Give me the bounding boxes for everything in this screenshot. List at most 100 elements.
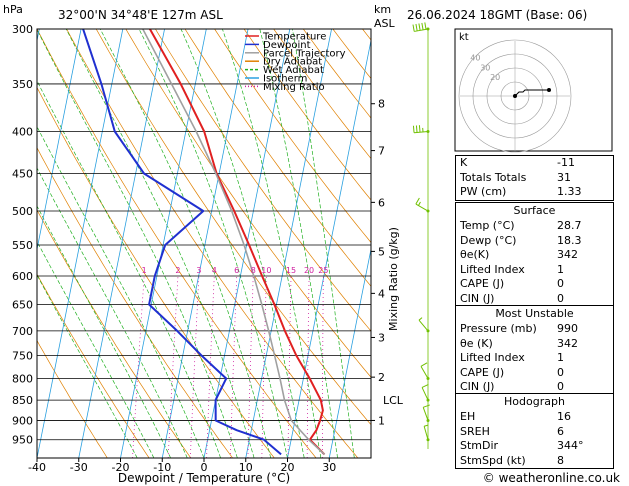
dry-adiabat-line bbox=[214, 29, 371, 244]
pressure-tick-label: 850 bbox=[12, 394, 33, 407]
dry-adiabat-line bbox=[273, 29, 371, 160]
temperature-tick-label: 10 bbox=[239, 461, 253, 474]
pressure-tick-label: 450 bbox=[12, 167, 33, 180]
temperature-tick-label: -40 bbox=[28, 461, 46, 474]
surface-cape-value: 0 bbox=[557, 277, 564, 291]
wet-adiabat-line bbox=[292, 29, 355, 458]
isotherm-line bbox=[37, 29, 82, 252]
dry-adiabat-line bbox=[184, 29, 371, 287]
isotherm-line bbox=[78, 29, 165, 458]
wind-barb-half bbox=[418, 317, 423, 321]
mixing-ratio-line bbox=[287, 275, 292, 458]
sreh-value: 6 bbox=[557, 424, 564, 438]
km-tick-label: 3 bbox=[378, 331, 385, 344]
mu-theta-label: θe (K) bbox=[460, 336, 493, 350]
eh-value: 16 bbox=[557, 410, 571, 423]
temperature-axis: -40 -30 -20 -10 0 10 20 30 bbox=[28, 458, 336, 474]
hodograph-ring-label: 30 bbox=[480, 63, 490, 72]
pressure-tick-label: 800 bbox=[12, 372, 33, 385]
dry-adiabat-line bbox=[243, 29, 371, 201]
wind-barb-dot bbox=[426, 438, 430, 442]
pressure-tick-label: 950 bbox=[12, 434, 33, 447]
temperature-tick-label: 0 bbox=[201, 461, 208, 474]
mixing-ratio-line bbox=[167, 275, 179, 458]
hodograph-ring bbox=[458, 39, 572, 153]
wind-barb-flag bbox=[424, 22, 427, 30]
mixing-ratio-axis-label: Mixing Ratio (g/kg) bbox=[387, 227, 400, 331]
dry-adiabat-line bbox=[37, 339, 108, 458]
wind-barb-flag bbox=[412, 24, 415, 32]
mixing-ratio-label: 8 bbox=[251, 266, 256, 275]
surface-table: Surface Temp (°C) 28.7 Dewp (°C) 18.3 θe(K… bbox=[455, 202, 614, 308]
hodograph-ring-label: 40 bbox=[470, 53, 480, 62]
surface-temp-label: Temp (°C) bbox=[460, 219, 515, 232]
surface-cape-label: CAPE (J) bbox=[460, 277, 505, 291]
totals-totals-label: Totals Totals bbox=[460, 170, 527, 184]
legend-label: Wet Adiabat bbox=[263, 65, 324, 76]
mu-pressure-label: Pressure (mb) bbox=[460, 322, 537, 335]
temperature-line bbox=[149, 29, 326, 456]
wind-barb-flag bbox=[415, 125, 418, 133]
mu-pressure-value: 990 bbox=[557, 322, 578, 335]
x-axis-label: Dewpoint / Temperature (°C) bbox=[118, 471, 290, 485]
profile-series bbox=[82, 29, 326, 456]
hodograph-origin bbox=[513, 94, 517, 98]
wet-adiabat-line bbox=[37, 80, 222, 458]
pressure-tick-label: 350 bbox=[12, 78, 33, 91]
mixing-ratio-label: 6 bbox=[234, 266, 239, 275]
sreh-label: SREH bbox=[460, 424, 490, 438]
hodograph-trace bbox=[514, 89, 549, 97]
pressure-tick-label: 650 bbox=[12, 299, 33, 312]
stmspd-label: StmSpd (kt) bbox=[460, 453, 526, 467]
wind-barb-dot bbox=[426, 209, 430, 213]
pressure-tick-label: 900 bbox=[12, 414, 33, 427]
mu-cape-label: CAPE (J) bbox=[460, 365, 505, 379]
indices-table: K -11 Totals Totals 31 PW (cm) 1.33 bbox=[455, 155, 614, 201]
eh-label: EH bbox=[460, 410, 476, 423]
wet-adiabat-line bbox=[99, 29, 272, 458]
wind-barb-half bbox=[418, 201, 421, 206]
mixing-ratio-line bbox=[132, 275, 145, 458]
wind-barb bbox=[420, 366, 429, 379]
stmdir-label: StmDir bbox=[460, 439, 499, 453]
wind-barb-flag bbox=[423, 404, 430, 408]
mixing-ratio-label: 4 bbox=[212, 266, 217, 275]
mixing-ratio-line bbox=[189, 275, 200, 458]
hodograph-table: Hodograph EH 16 SREH 6 StmDir 344° StmSpd (… bbox=[455, 393, 614, 470]
datetime-label: 26.06.2024 18GMT (Base: 06) bbox=[407, 8, 587, 22]
mixing-ratio-line bbox=[261, 275, 267, 458]
wind-barb-dot bbox=[426, 398, 430, 402]
surface-theta-label: θe(K) bbox=[460, 248, 490, 262]
mu-cin-value: 0 bbox=[557, 380, 564, 394]
wind-barb bbox=[423, 426, 429, 440]
km-axis: 8 7 6 5 4 3 2 1 LCL bbox=[370, 29, 404, 458]
surface-li-label: Lifted Index bbox=[460, 262, 525, 276]
isotherm-line bbox=[287, 38, 371, 458]
isotherms bbox=[37, 29, 371, 458]
parcel-trajectory-line bbox=[142, 29, 326, 455]
wind-barb-dot bbox=[426, 27, 430, 31]
pressure-tick-label: 500 bbox=[12, 205, 33, 218]
copyright: © weatheronline.co.uk bbox=[483, 471, 620, 485]
wind-barb bbox=[414, 131, 429, 134]
pressure-tick-label: 750 bbox=[12, 349, 33, 362]
surface-temp-value: 28.7 bbox=[557, 219, 582, 232]
pressure-tick-label: 300 bbox=[12, 23, 33, 36]
surface-title: Surface bbox=[513, 204, 556, 217]
wind-barb-dot bbox=[426, 329, 430, 333]
legend-label: Parcel Trajectory bbox=[263, 48, 346, 59]
most-unstable-table: Most Unstable Pressure (mb) 990 θe (K) 342… bbox=[455, 305, 614, 396]
temperature-tick-label: -10 bbox=[153, 461, 171, 474]
surface-cin-label: CIN (J) bbox=[460, 291, 495, 305]
mixing-ratio-line bbox=[230, 275, 238, 458]
hodograph-storm-point bbox=[547, 88, 551, 92]
wind-barb-dot bbox=[426, 376, 430, 380]
mixing-ratio-label: 20 bbox=[304, 266, 314, 275]
pressure-tick-label: 600 bbox=[12, 270, 33, 283]
surface-li-value: 1 bbox=[557, 262, 564, 276]
mu-cape-value: 0 bbox=[557, 365, 564, 379]
hodograph-table-title: Hodograph bbox=[504, 395, 565, 408]
mixing-ratio-label: 10 bbox=[261, 266, 271, 275]
